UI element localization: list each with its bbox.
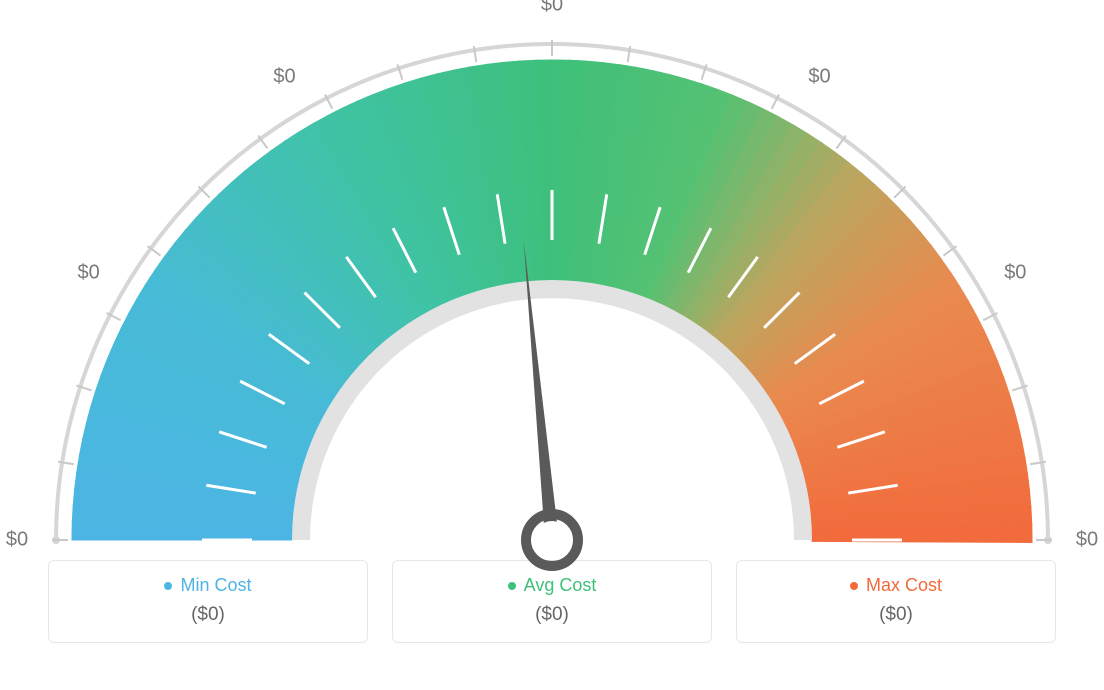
gauge-tick-label: $0 bbox=[78, 261, 100, 284]
legend-dot-avg bbox=[508, 582, 516, 590]
gauge-tick-label: $0 bbox=[1076, 529, 1098, 552]
legend-value-min: ($0) bbox=[67, 604, 349, 626]
gauge-container: $0 $0 $0 $0 $0 $0 $0 bbox=[0, 0, 1104, 560]
gauge-tick-label: $0 bbox=[541, 0, 563, 17]
legend-value-max: ($0) bbox=[755, 604, 1037, 626]
legend-dot-max bbox=[850, 582, 858, 590]
gauge-tick-label: $0 bbox=[6, 529, 28, 552]
gauge-tick-label: $0 bbox=[273, 65, 295, 88]
gauge-tick-label: $0 bbox=[808, 65, 830, 88]
legend-value-avg: ($0) bbox=[411, 604, 693, 626]
gauge-svg bbox=[0, 20, 1104, 580]
gauge-tick-label: $0 bbox=[1004, 261, 1026, 284]
legend-dot-min bbox=[164, 582, 172, 590]
